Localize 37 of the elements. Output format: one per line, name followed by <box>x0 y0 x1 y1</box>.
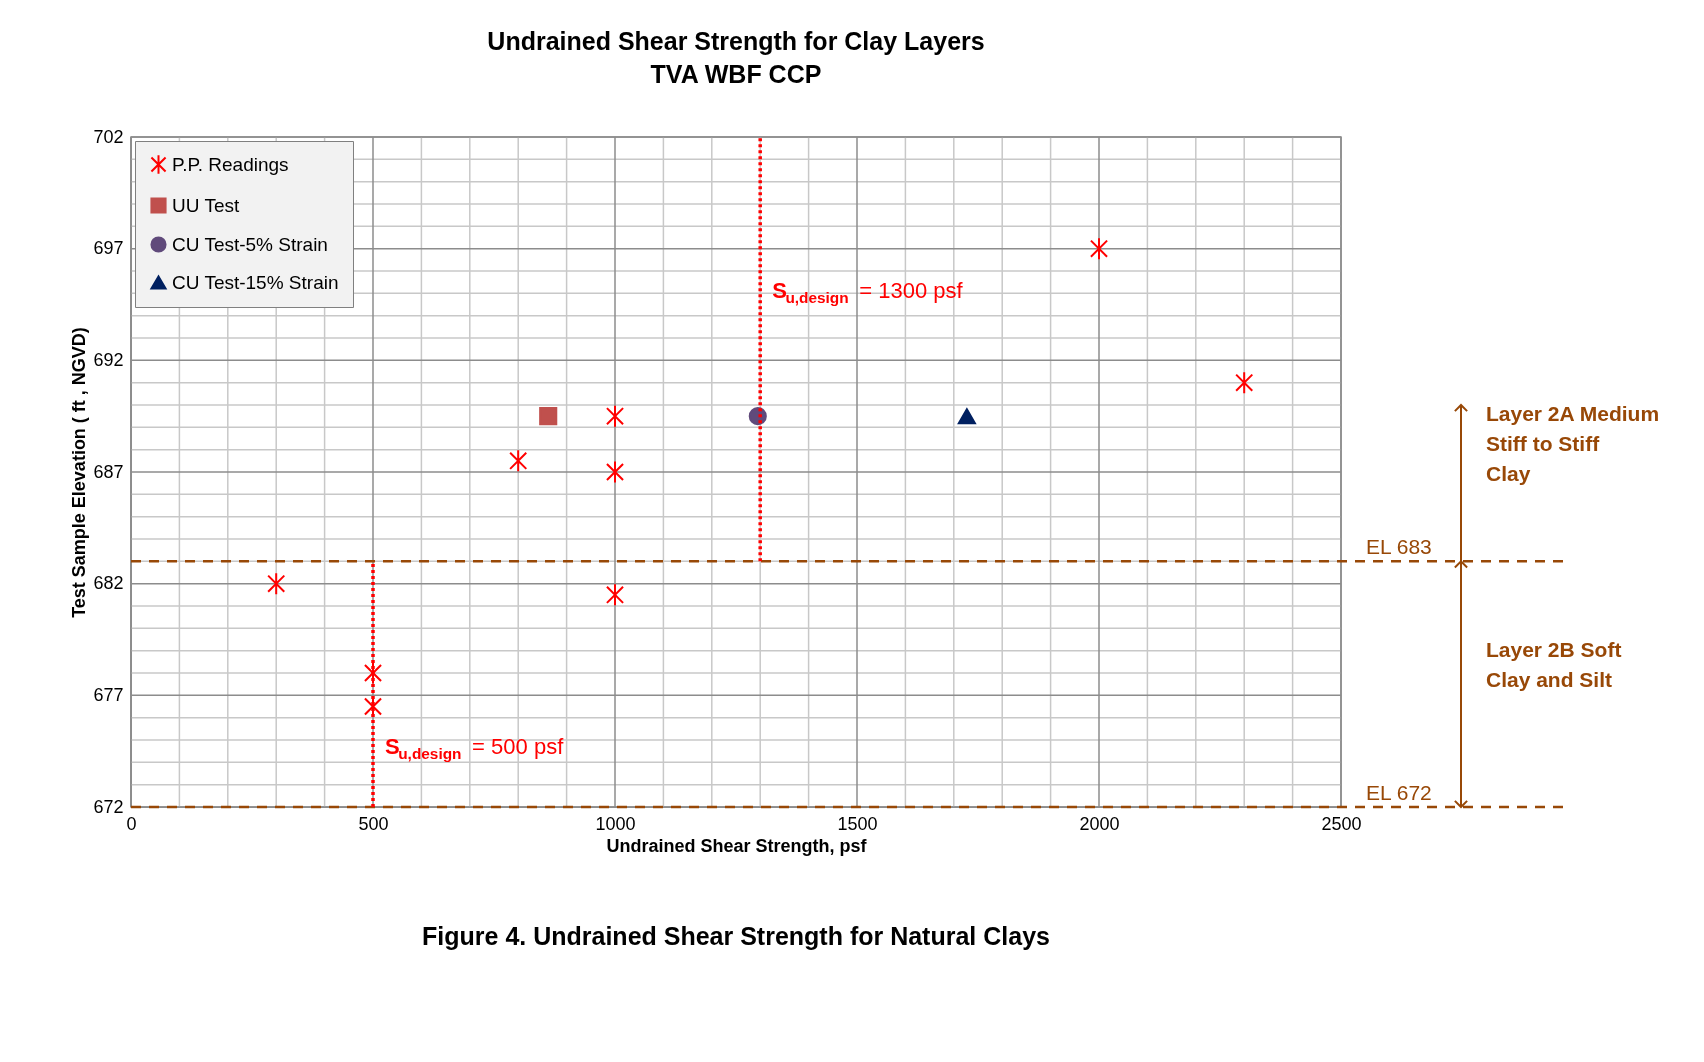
point <box>605 583 625 607</box>
point <box>1089 237 1109 261</box>
y-tick-label: 677 <box>93 684 124 705</box>
y-tick-label: 672 <box>93 796 124 817</box>
x-tick-label: 500 <box>358 813 389 834</box>
y-tick-label: 682 <box>93 573 124 594</box>
ref-line-label: EL 683 <box>1366 535 1432 559</box>
y-tick-label: 697 <box>93 238 124 259</box>
point <box>957 408 976 425</box>
legend-label: CU Test-15% Strain <box>172 271 339 293</box>
x-axis-title: Undrained Shear Strength, psf <box>606 835 868 856</box>
point <box>1235 371 1254 395</box>
text: Layer 2B Soft Clay and Silt <box>1486 637 1622 691</box>
point <box>605 404 625 428</box>
legend-label: CU Test-5% Strain <box>172 233 328 255</box>
legend-label: P.P. Readings <box>172 153 289 175</box>
point <box>509 449 528 473</box>
y-axis-title: Test Sample Elevation ( ft , NGVD) <box>69 327 90 618</box>
y-tick-label: 692 <box>93 349 124 370</box>
legend-label: UU Test <box>172 194 240 216</box>
chart-subtitle: TVA WBF CCP <box>650 60 822 88</box>
point <box>539 407 558 426</box>
x-tick-label: 1000 <box>595 813 636 834</box>
x-tick-label: 2500 <box>1321 813 1362 834</box>
ref-line-label: EL 672 <box>1366 781 1432 804</box>
point <box>267 572 286 596</box>
point <box>605 460 625 484</box>
x-tick-label: 1500 <box>837 813 878 834</box>
point <box>363 661 383 685</box>
chart-title: Undrained Shear Strength for Clay Layers <box>487 27 985 55</box>
point <box>363 695 383 718</box>
caption: Figure 4. Undrained Shear Strength for Natural Clays <box>422 922 1050 950</box>
x-tick-label: 2000 <box>1079 813 1120 834</box>
x-tick-label: 0 <box>126 813 137 834</box>
y-tick-label: 687 <box>93 461 124 482</box>
text: Layer 2A Medium Stiff to Stiff Clay <box>1486 402 1660 485</box>
y-tick-label: 702 <box>93 126 124 147</box>
